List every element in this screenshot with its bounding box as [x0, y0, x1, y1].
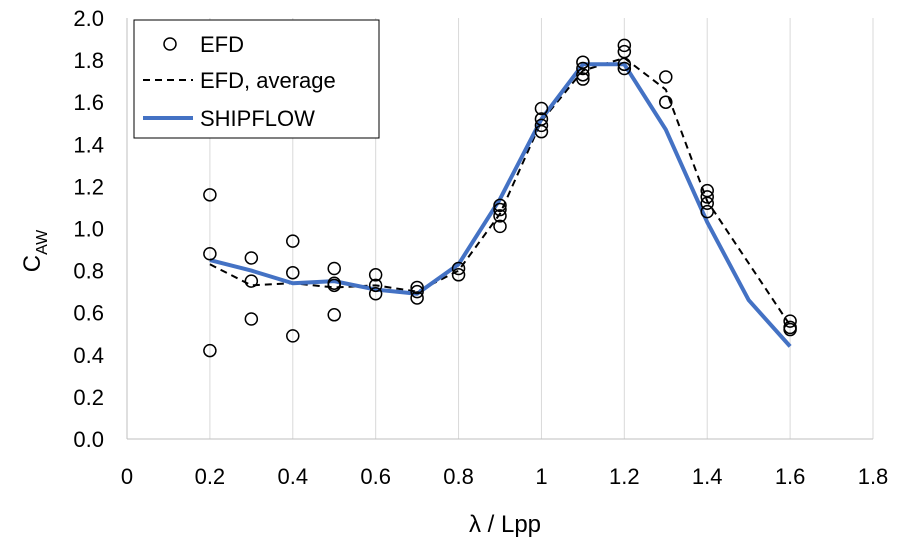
legend: EFD EFD, average SHIPFLOW [133, 19, 380, 139]
efd-average-series [209, 56, 791, 326]
efd-point [327, 278, 341, 293]
efd-point [493, 202, 507, 217]
efd-point [286, 329, 300, 343]
efd-point [576, 68, 590, 82]
efd-point [700, 204, 714, 219]
y-axis-title: CAW [19, 229, 51, 272]
efd-point [534, 118, 549, 133]
efd-point [659, 95, 673, 109]
efd-point [203, 188, 217, 202]
efd-point [617, 38, 632, 53]
x-tick-label: 1.2 [609, 464, 640, 489]
efd-point [203, 247, 217, 261]
y-tick-label: 0.8 [73, 259, 104, 284]
efd-point [576, 61, 590, 76]
y-tick-label: 1.8 [73, 48, 104, 73]
efd-point [368, 278, 383, 293]
efd-point [410, 284, 424, 299]
y-tick-label: 1.2 [73, 174, 104, 199]
efd-point [783, 314, 797, 328]
x-tick-label: 0.2 [195, 464, 226, 489]
efd-point [327, 308, 341, 322]
efd-point [286, 234, 300, 248]
efd-point [244, 251, 259, 265]
efd-point [286, 265, 300, 280]
x-tick-labels: 0 0.2 0.4 0.6 0.8 1 1.2 1.4 1.6 1.8 [121, 464, 888, 489]
legend-label-shipflow: SHIPFLOW [200, 106, 315, 131]
y-tick-labels: 0.0 0.2 0.4 0.6 0.8 1.0 1.2 1.4 1.6 1.8 2.0 [73, 6, 104, 452]
plot-frame [126, 18, 873, 440]
efd-point [534, 101, 549, 116]
x-tick-label: 1 [535, 464, 547, 489]
efd-point [368, 287, 383, 301]
x-tick-label: 0.4 [277, 464, 308, 489]
y-tick-label: 1.4 [73, 132, 104, 157]
x-tick-label: 1.8 [858, 464, 889, 489]
efd-point [617, 61, 632, 76]
efd-point [659, 70, 673, 84]
x-tick-label: 1.4 [692, 464, 723, 489]
efd-point [244, 274, 259, 288]
y-tick-label: 0.0 [73, 427, 104, 452]
y-tick-label: 2.0 [73, 6, 104, 31]
efd-point [493, 219, 507, 234]
y-tick-label: 1.0 [73, 217, 104, 242]
x-tick-label: 1.6 [775, 464, 806, 489]
x-tick-label: 0 [121, 464, 133, 489]
efd-average-line [209, 56, 791, 326]
x-tick-label: 0.6 [360, 464, 391, 489]
x-tick-label: 0.8 [443, 464, 474, 489]
efd-point [327, 261, 341, 276]
legend-label-efd-average: EFD, average [200, 68, 336, 93]
y-tick-label: 0.4 [73, 343, 104, 368]
y-tick-label: 0.6 [73, 301, 104, 326]
efd-point [493, 198, 507, 213]
efd-point [617, 57, 632, 72]
efd-point [700, 196, 714, 210]
legend-label-efd: EFD [200, 32, 244, 57]
efd-point [410, 280, 424, 295]
efd-point [203, 343, 217, 358]
efd-point [493, 209, 507, 223]
efd-point [451, 268, 466, 282]
efd-point [410, 291, 424, 305]
efd-point [244, 312, 259, 326]
x-axis-title: λ / Lpp [469, 511, 541, 538]
efd-point [783, 322, 797, 337]
y-axis-title-main: C [19, 255, 46, 272]
efd-markers [203, 38, 797, 358]
efd-point [576, 72, 590, 86]
y-axis-title-sub: AW [34, 229, 51, 255]
efd-point [451, 261, 466, 276]
efd-point [617, 44, 632, 59]
efd-point [368, 268, 383, 282]
y-tick-label: 1.6 [73, 90, 104, 115]
efd-point [534, 124, 549, 139]
efd-point [700, 190, 714, 204]
legend-efd-marker [163, 37, 177, 51]
y-tick-label: 0.2 [73, 385, 104, 410]
